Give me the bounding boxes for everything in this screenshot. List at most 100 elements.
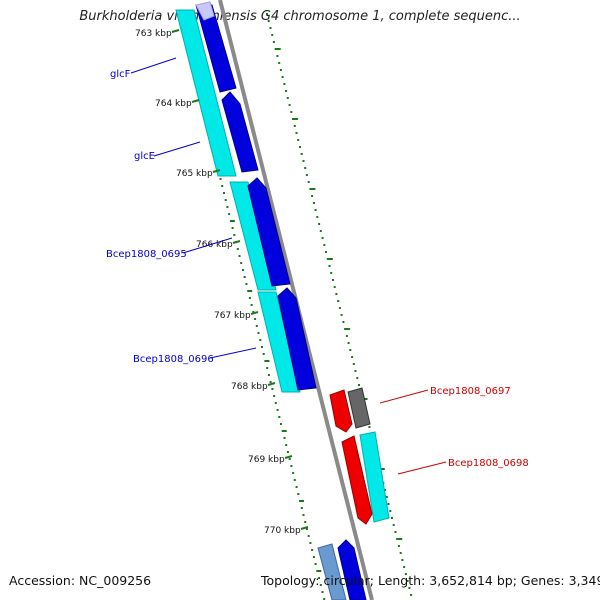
cds-steelblue-770[interactable] xyxy=(317,543,347,600)
tick-dot xyxy=(286,97,289,99)
tick-dot xyxy=(290,111,293,113)
tick-label-769: 769 kbp xyxy=(248,455,285,465)
cds-cyan-4[interactable] xyxy=(359,431,390,523)
cds-red-0698[interactable] xyxy=(341,435,373,525)
tick-dot xyxy=(330,272,333,274)
topology-value: circular xyxy=(323,573,370,588)
tick-dot xyxy=(387,503,390,505)
tick-dot xyxy=(236,248,239,250)
cds-red-0697[interactable] xyxy=(329,389,353,433)
tick-dot xyxy=(401,559,404,561)
tick-dot xyxy=(335,293,338,295)
tick-dot xyxy=(297,493,300,495)
tick-dot xyxy=(351,356,354,358)
tick-dot xyxy=(288,458,291,460)
tick-dot xyxy=(307,181,310,183)
cds-blue-0696[interactable] xyxy=(277,287,317,391)
tick-dot xyxy=(281,430,287,432)
tick-dot xyxy=(391,517,393,519)
tick-dot xyxy=(342,321,345,323)
tick-dot xyxy=(314,563,317,565)
tick-dot xyxy=(406,580,409,582)
tick-dot xyxy=(269,27,272,29)
gene-label-leaders xyxy=(130,57,447,475)
tick-dot xyxy=(410,594,413,596)
gene-label-bcep0698[interactable]: Bcep1808_0698 xyxy=(448,458,529,469)
tick-dot xyxy=(314,209,317,211)
leader-glcF xyxy=(130,57,177,74)
tick-dot xyxy=(352,363,355,365)
tick-dot xyxy=(321,591,324,593)
tick-dot xyxy=(312,556,315,558)
tick-dot xyxy=(247,290,253,292)
tick-dot xyxy=(250,304,253,306)
tick-dot xyxy=(290,465,293,467)
cds-cyan-1[interactable] xyxy=(175,9,237,177)
cds-cyan-2[interactable] xyxy=(229,181,277,291)
tick-dot xyxy=(325,251,327,253)
tick-dot xyxy=(293,125,296,127)
tick-dot xyxy=(245,283,248,285)
accession-value: NC_009256 xyxy=(79,573,152,588)
tick-dot xyxy=(328,265,331,267)
tick-dot xyxy=(318,577,320,579)
tick-dot xyxy=(385,496,388,498)
topology-label: Topology: xyxy=(261,573,320,588)
tick-dot xyxy=(293,479,296,481)
tick-dot xyxy=(221,185,224,187)
tick-dot xyxy=(394,531,397,533)
gene-label-glcF[interactable]: glcF xyxy=(110,69,131,80)
tick-dot xyxy=(349,349,352,351)
cds-cyan-3[interactable] xyxy=(257,291,301,393)
tick-dot xyxy=(319,230,322,232)
tick-major-763 xyxy=(171,29,180,33)
cds-track-cyan xyxy=(175,9,390,523)
cds-gray-0697[interactable] xyxy=(347,387,371,429)
tick-label-768: 768 kbp xyxy=(231,382,268,392)
tick-dot xyxy=(231,227,234,229)
tick-dot xyxy=(384,489,386,491)
tick-dot xyxy=(278,416,281,418)
cds-blue-0695[interactable] xyxy=(247,177,291,287)
tick-major-765 xyxy=(212,169,221,173)
tick-dot xyxy=(292,472,295,474)
tick-dot xyxy=(271,388,274,390)
tick-dot xyxy=(304,521,307,523)
gene-labels: glcF glcE Bcep1808_0695 Bcep1808_0696 Bc… xyxy=(106,69,529,469)
tick-dot xyxy=(340,314,343,316)
tick-dot xyxy=(319,584,322,586)
tick-label-770: 770 kbp xyxy=(264,526,301,536)
tick-dot xyxy=(305,174,308,176)
tick-dot xyxy=(404,573,407,575)
gene-label-bcep0695[interactable]: Bcep1808_0695 xyxy=(106,249,187,260)
tick-dot xyxy=(309,542,312,544)
tick-dot xyxy=(233,234,236,236)
tick-label-765: 765 kbp xyxy=(176,169,213,179)
tick-dot xyxy=(309,188,316,190)
gene-label-bcep0696[interactable]: Bcep1808_0696 xyxy=(133,354,214,365)
cds-lavender-763[interactable] xyxy=(195,1,215,21)
tick-dot xyxy=(264,360,270,362)
tick-major-764 xyxy=(191,99,200,103)
tick-dot xyxy=(316,570,322,572)
leader-0696 xyxy=(209,347,257,359)
genes-value: 3,349 xyxy=(568,573,600,588)
tick-label-767: 767 kbp xyxy=(214,311,251,321)
cds-blue-770[interactable] xyxy=(337,539,367,600)
tick-dot xyxy=(226,206,229,208)
cds-blue-glcE[interactable] xyxy=(221,91,259,173)
tick-major-769 xyxy=(284,455,293,459)
gene-label-bcep0697[interactable]: Bcep1808_0697 xyxy=(430,386,511,397)
gene-label-glcE[interactable]: glcE xyxy=(134,151,155,162)
cds-track-blue xyxy=(195,4,367,600)
tick-dot xyxy=(242,269,244,271)
tick-dot xyxy=(274,48,281,50)
tick-dot xyxy=(299,500,304,502)
tick-dot xyxy=(397,545,400,547)
tick-dot xyxy=(272,41,275,43)
tick-dot xyxy=(267,20,270,22)
tick-major-770 xyxy=(300,526,309,530)
tick-dot xyxy=(281,76,284,78)
